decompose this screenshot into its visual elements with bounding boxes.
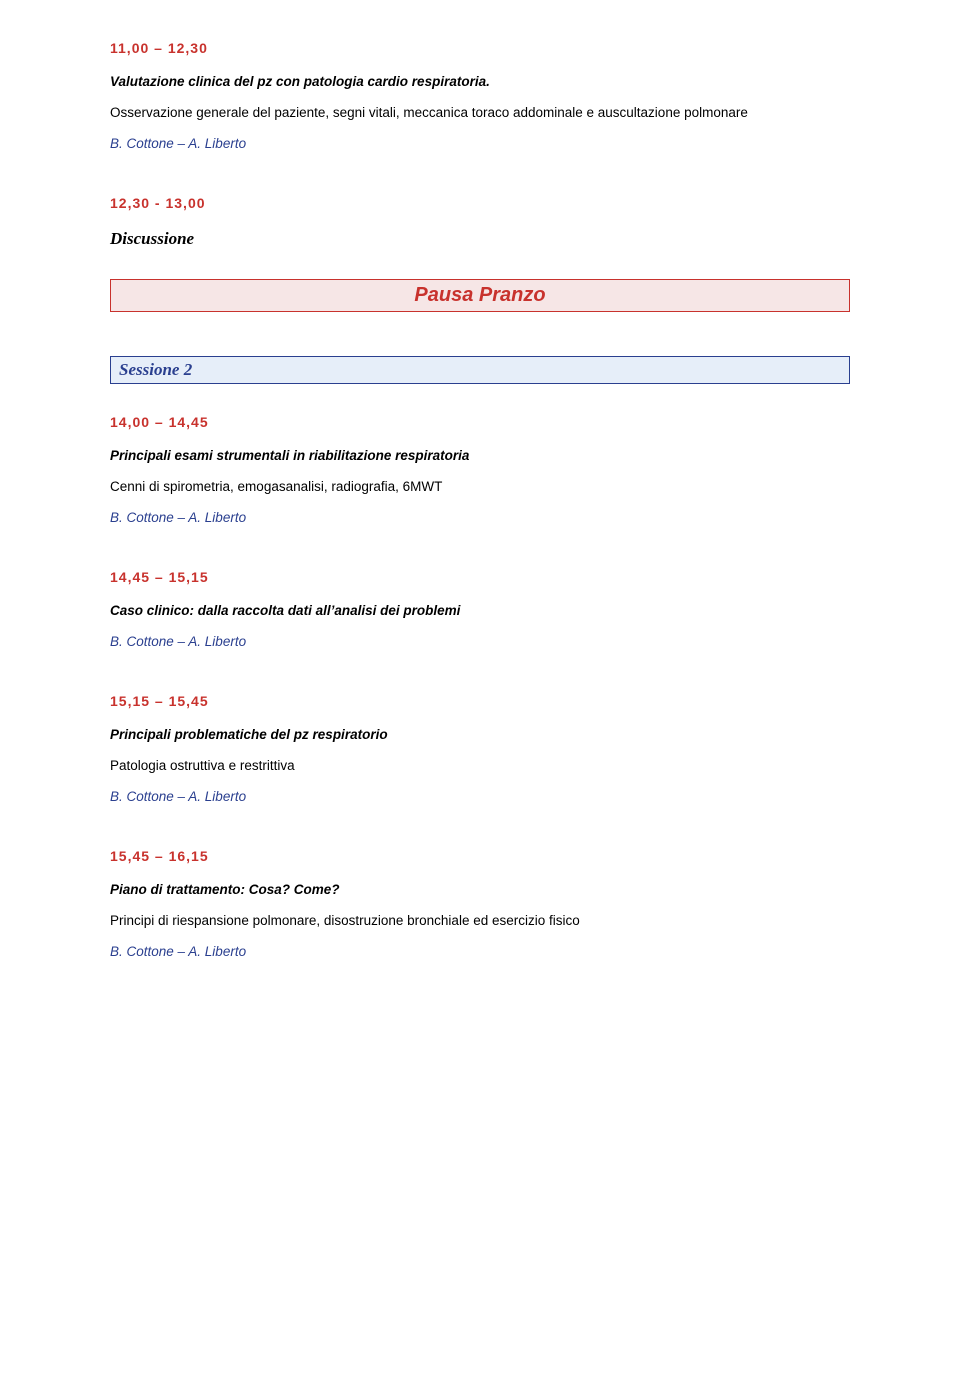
break-banner: Pausa Pranzo (110, 279, 850, 312)
time-range: 14,00 – 14,45 (110, 414, 850, 430)
block-description: Patologia ostruttiva e restrittiva (110, 758, 850, 773)
time-range: 15,15 – 15,45 (110, 693, 850, 709)
block-title: Caso clinico: dalla raccolta dati all’an… (110, 603, 850, 618)
block-title: Principali esami strumentali in riabilit… (110, 448, 850, 463)
block-description: Osservazione generale del paziente, segn… (110, 105, 850, 120)
block-title: Piano di trattamento: Cosa? Come? (110, 882, 850, 897)
block-description: Principi di riespansione polmonare, diso… (110, 913, 850, 928)
block-author: B. Cottone – A. Liberto (110, 789, 850, 804)
block-author: B. Cottone – A. Liberto (110, 634, 850, 649)
block-title: Principali problematiche del pz respirat… (110, 727, 850, 742)
session-banner: Sessione 2 (110, 356, 850, 384)
block-author: B. Cottone – A. Liberto (110, 510, 850, 525)
time-range: 15,45 – 16,15 (110, 848, 850, 864)
schedule-block: 14,00 – 14,45 Principali esami strumenta… (110, 414, 850, 525)
schedule-block: 15,15 – 15,45 Principali problematiche d… (110, 693, 850, 804)
time-range: 14,45 – 15,15 (110, 569, 850, 585)
block-title: Valutazione clinica del pz con patologia… (110, 74, 850, 89)
schedule-block: 14,45 – 15,15 Caso clinico: dalla raccol… (110, 569, 850, 649)
block-author: B. Cottone – A. Liberto (110, 136, 850, 151)
document-page: 11,00 – 12,30 Valutazione clinica del pz… (0, 0, 960, 1043)
time-range: 12,30 - 13,00 (110, 195, 850, 211)
discussion-label: Discussione (110, 229, 850, 249)
schedule-block: 15,45 – 16,15 Piano di trattamento: Cosa… (110, 848, 850, 959)
block-description: Cenni di spirometria, emogasanalisi, rad… (110, 479, 850, 494)
time-range: 11,00 – 12,30 (110, 40, 850, 56)
schedule-block: 11,00 – 12,30 Valutazione clinica del pz… (110, 40, 850, 151)
block-author: B. Cottone – A. Liberto (110, 944, 850, 959)
